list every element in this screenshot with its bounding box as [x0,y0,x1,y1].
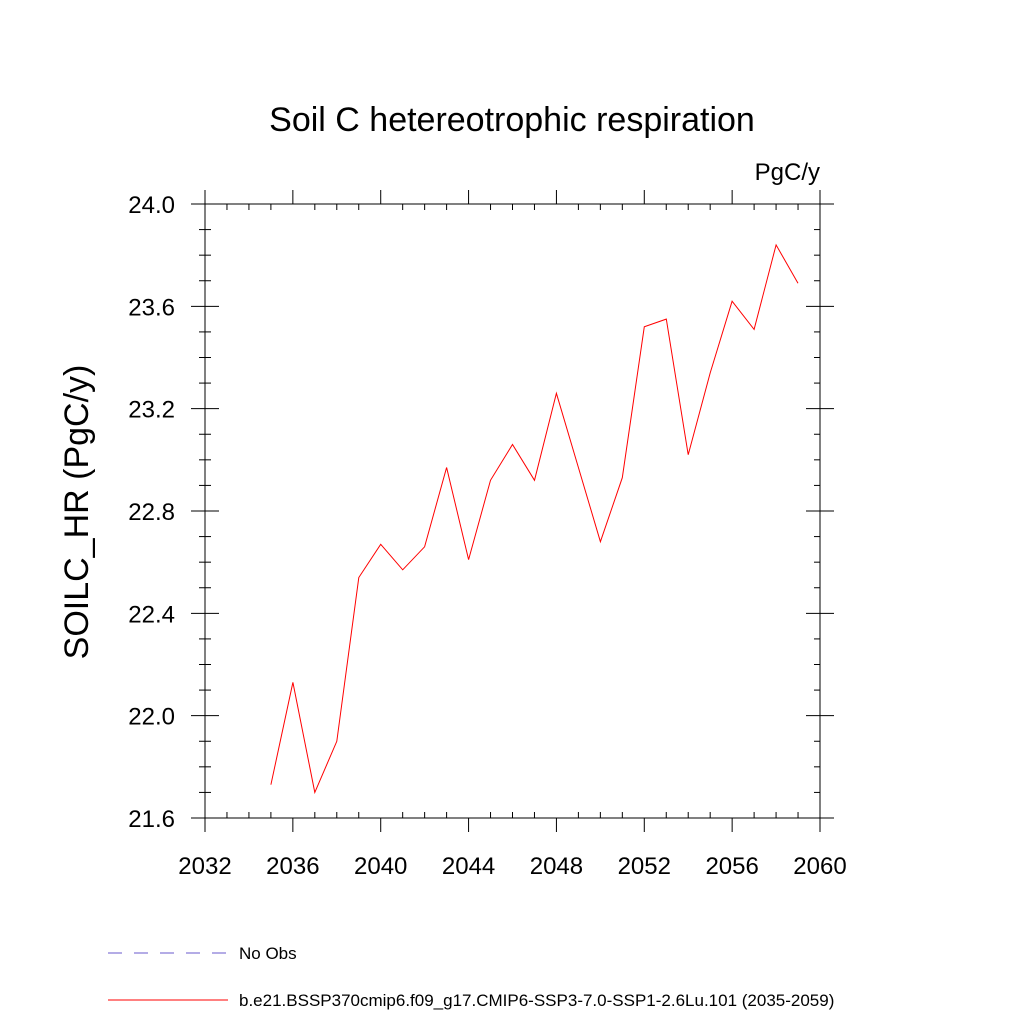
y-tick-label: 24.0 [128,192,175,219]
y-axis-label: SOILC_HR (PgC/y) [58,365,96,660]
y-tick-label: 23.6 [128,294,175,321]
chart-title: Soil C hetereotrophic respiration [269,101,755,139]
y-tick-label: 22.0 [128,704,175,731]
units-label: PgC/y [755,159,820,186]
y-tick-label: 22.4 [128,601,175,628]
x-tick-label: 2048 [530,853,583,880]
x-tick-label: 2032 [178,853,231,880]
x-tick-label: 2044 [442,853,495,880]
x-tick-label: 2060 [793,853,846,880]
legend: No Obs b.e21.BSSP370cmip6.f09_g17.CMIP6-… [108,944,834,1010]
y-tick-label: 21.6 [128,806,175,833]
legend-label-series: b.e21.BSSP370cmip6.f09_g17.CMIP6-SSP3-7.… [239,991,834,1010]
x-tick-label: 2036 [266,853,319,880]
legend-label-no-obs: No Obs [239,944,297,963]
y-tick-label: 22.8 [128,499,175,526]
series-layer [270,243,799,795]
series-line [270,243,799,795]
x-tick-label: 2052 [618,853,671,880]
x-tick-label: 2040 [354,853,407,880]
y-tick-label: 23.2 [128,397,175,424]
axes: 2032 2036 2040 2044 2048 2052 2056 2060 21.6 22.0… [128,190,847,880]
plot-frame [204,203,821,819]
x-tick-label: 2056 [705,853,758,880]
